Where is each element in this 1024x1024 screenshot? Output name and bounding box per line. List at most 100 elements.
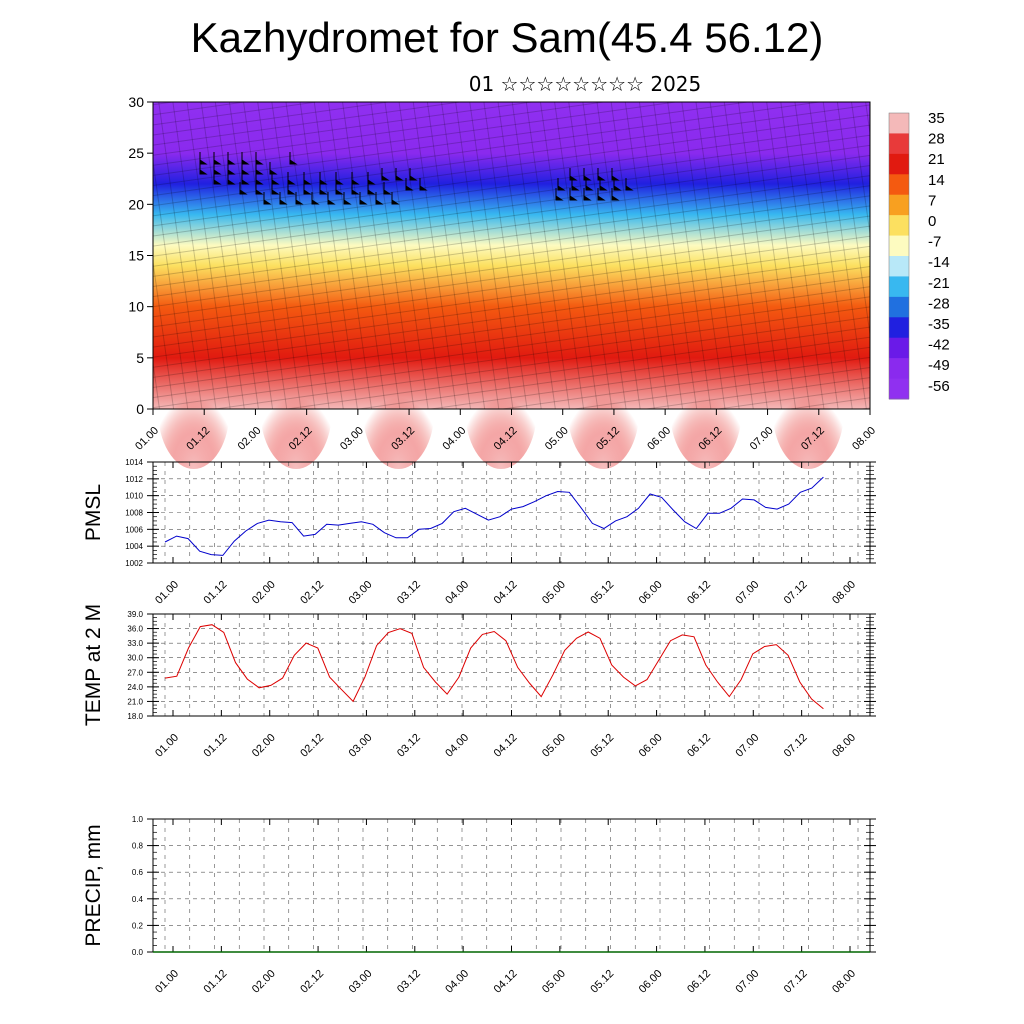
x-tick-label: 03.12 — [395, 968, 423, 996]
y-tick-label: 0.4 — [132, 895, 144, 904]
wind-barb-44 — [335, 182, 344, 195]
y-axis-label: PRECIP, mm — [82, 824, 105, 946]
y-tick-label: 21.0 — [127, 697, 143, 706]
x-tick-label: 02.12 — [298, 579, 326, 607]
x-tick-label: 03.00 — [347, 732, 375, 760]
y-tick-label: 1006 — [125, 525, 143, 534]
wind-barb-40 — [271, 182, 280, 195]
x-tick-label: 08.00 — [830, 732, 858, 760]
wind-barb-53 — [263, 192, 272, 205]
temp-panel: 18.0 21.0 24.0 27.0 30.0 33.0 36.0 39.0 01.00 01.… — [82, 604, 876, 760]
x-tick-label: 03.12 — [395, 579, 423, 607]
x-tick-label: 05.12 — [588, 579, 616, 607]
wind-barb-33 — [571, 178, 580, 191]
x-tick-label: 03.12 — [395, 732, 423, 760]
colorbar-swatch — [889, 174, 909, 196]
heatmap-y-axis: 0 5 10 15 20 25 30 — [128, 94, 153, 417]
heatmap-y-tick-label: 10 — [128, 299, 144, 315]
heatmap-x-tick-label: 01.00 — [133, 425, 161, 453]
x-tick-label: 02.00 — [250, 579, 278, 607]
colorbar-label: 0 — [928, 213, 936, 230]
wind-barb-12 — [381, 168, 390, 181]
wind-barb-14 — [409, 168, 418, 181]
wind-barb-48 — [555, 188, 564, 201]
wind-barb-32 — [557, 178, 566, 191]
colorbar-label: -49 — [928, 357, 950, 374]
colorbar-label: 21 — [928, 151, 945, 168]
x-tick-label: 04.12 — [492, 579, 520, 607]
x-tick-label: 01.12 — [202, 579, 230, 607]
colorbar-swatch — [889, 235, 909, 257]
colorbar-swatch — [889, 215, 909, 237]
x-tick-label: 06.12 — [685, 579, 713, 607]
strong-wind-barbs — [199, 152, 634, 205]
x-tick-label: 06.00 — [637, 968, 665, 996]
panel-frame — [152, 613, 871, 717]
x-tick-label: 04.12 — [492, 968, 520, 996]
colorbar-swatch — [889, 317, 909, 339]
colorbar-swatch — [889, 378, 909, 400]
wind-barb-6 — [199, 162, 208, 175]
x-tick-label: 06.12 — [685, 968, 713, 996]
colorbar-swatch — [889, 113, 909, 134]
colorbar-swatch — [889, 133, 909, 155]
wind-barb-52 — [611, 188, 620, 201]
x-tick-label: 07.00 — [733, 579, 761, 607]
y-tick-label: 1002 — [125, 559, 143, 568]
x-tick-label: 07.12 — [782, 579, 810, 607]
wind-barb-30 — [405, 178, 414, 191]
colorbar-label: -21 — [928, 275, 950, 292]
wind-barb-15 — [569, 168, 578, 181]
x-tick-label: 04.00 — [443, 968, 471, 996]
wind-barb-45 — [351, 182, 360, 195]
wind-barb-51 — [597, 188, 606, 201]
colorbar-label: 7 — [928, 192, 936, 209]
heatmap-x-tick-label: 08.00 — [850, 425, 878, 453]
wind-barb-43 — [319, 182, 328, 195]
heatmap-y-tick-label: 20 — [128, 196, 144, 212]
wind-barb-49 — [569, 188, 578, 201]
x-tick-label: 06.12 — [685, 732, 713, 760]
y-tick-label: 36.0 — [127, 625, 143, 634]
heatmap-y-tick-label: 5 — [136, 350, 144, 366]
wind-barb-34 — [585, 178, 594, 191]
colorbar-label: 28 — [928, 131, 945, 148]
colorbar-frame — [888, 112, 910, 400]
series-line — [164, 624, 824, 710]
pmsl-panel: 1002 1004 1006 1008 1010 1012 1014 01.00 01.12 02… — [82, 458, 876, 607]
y-tick-label: 30.0 — [127, 654, 143, 663]
wind-barb-60 — [375, 192, 384, 205]
wind-barb-59 — [359, 192, 368, 205]
x-tick-label: 06.00 — [637, 579, 665, 607]
y-tick-label: 1014 — [125, 458, 143, 467]
x-tick-label: 05.00 — [540, 968, 568, 996]
y-tick-label: 24.0 — [127, 683, 143, 692]
wind-barb-20 — [227, 172, 236, 185]
colorbar-label: -28 — [928, 295, 950, 312]
page-subtitle: 01 ☆☆☆☆☆☆☆☆ 2025 — [468, 72, 702, 96]
wind-barb-55 — [295, 192, 304, 205]
x-tick-label: 07.12 — [782, 732, 810, 760]
x-tick-label: 07.00 — [733, 968, 761, 996]
x-tick-label: 06.00 — [637, 732, 665, 760]
series-line — [164, 476, 824, 556]
y-tick-label: 1012 — [125, 475, 143, 484]
y-tick-label: 0.6 — [132, 868, 144, 877]
wind-barb-16 — [583, 168, 592, 181]
wind-barb-38 — [239, 182, 248, 195]
colorbar-label: 14 — [928, 172, 945, 189]
wind-barb-13 — [395, 168, 404, 181]
colorbar-swatch — [889, 256, 909, 277]
x-tick-label: 03.00 — [347, 579, 375, 607]
y-tick-label: 33.0 — [127, 639, 143, 648]
colorbar-swatch — [889, 296, 909, 318]
colorbar-label: -35 — [928, 316, 950, 333]
y-axis-label: TEMP at 2 M — [82, 604, 105, 726]
colorbar-swatch — [889, 358, 909, 380]
colorbar-label: -56 — [928, 378, 950, 395]
x-tick-label: 05.00 — [540, 732, 568, 760]
wind-barb-5 — [289, 152, 298, 165]
heatmap-y-tick-label: 15 — [128, 248, 144, 264]
y-tick-label: 27.0 — [127, 668, 143, 677]
